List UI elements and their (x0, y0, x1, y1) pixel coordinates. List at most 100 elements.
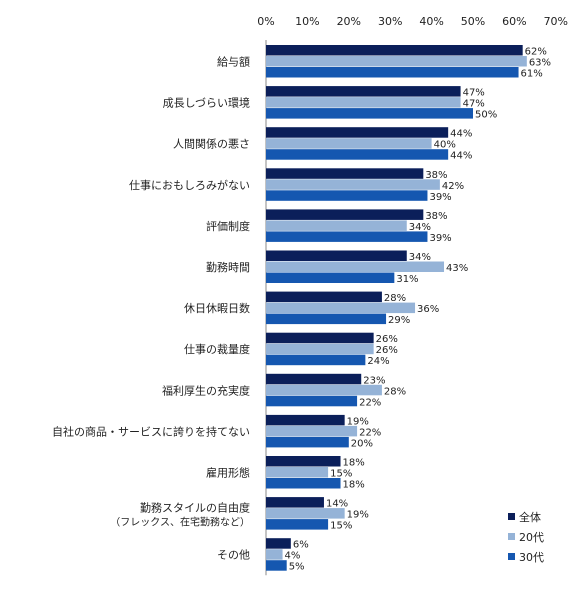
x-tick-label: 10% (295, 15, 319, 28)
legend-swatch (508, 533, 515, 540)
bar (266, 549, 283, 560)
bar (266, 231, 428, 242)
bar (266, 519, 329, 530)
data-label: 22% (359, 427, 381, 438)
bar (266, 354, 366, 366)
data-label: 38% (425, 170, 447, 181)
data-label: 24% (367, 356, 389, 367)
data-label: 44% (450, 129, 472, 140)
data-label: 26% (376, 345, 398, 356)
bar (266, 291, 382, 303)
x-axis-ticks: 0% 10% 20% 30% 40% 50% 60% 70% (257, 15, 568, 28)
bar (266, 395, 358, 407)
data-label: 34% (409, 252, 431, 263)
category-label: 仕事におもしろみがない (129, 178, 250, 192)
bar (266, 97, 461, 108)
x-tick-label: 30% (378, 15, 402, 28)
legend-label: 20代 (519, 531, 544, 544)
category-label: 成長しづらい環境 (163, 96, 250, 110)
x-tick-label: 40% (419, 15, 443, 28)
bar (266, 220, 407, 231)
bar (266, 560, 287, 571)
category-label: 勤務時間 (206, 260, 250, 274)
bar (266, 108, 473, 119)
data-label: 19% (347, 510, 369, 521)
data-label: 34% (409, 222, 431, 233)
legend-label: 全体 (519, 510, 541, 524)
data-label: 26% (376, 334, 398, 345)
category-label: 休日休暇日数 (184, 302, 250, 315)
category-labels: 給与額成長しづらい環境人間関係の悪さ仕事におもしろみがない評価制度勤務時間休日休… (52, 55, 250, 562)
bar (266, 467, 329, 478)
data-label: 47% (463, 99, 485, 110)
data-label: 63% (529, 58, 551, 69)
data-label: 42% (442, 181, 464, 192)
data-label: 18% (343, 458, 365, 469)
data-label: 44% (450, 151, 472, 162)
data-label: 47% (463, 88, 485, 99)
bar (266, 168, 424, 179)
data-labels: 62%63%61%47%47%50%44%40%44%38%42%39%38%3… (285, 47, 551, 573)
bar (266, 45, 523, 56)
bar (266, 373, 362, 385)
bar (266, 67, 519, 78)
category-label: 雇用形態 (206, 466, 250, 480)
data-label: 14% (326, 499, 348, 510)
category-label: その他 (217, 549, 250, 562)
category-label: 福利厚生の充実度 (162, 383, 250, 397)
legend-swatch (508, 513, 515, 520)
bar (266, 138, 432, 149)
category-label: 人間関係の悪さ (173, 138, 250, 151)
bar (266, 56, 527, 67)
legend-label: 30代 (519, 551, 544, 564)
legend: 全体 20代 30代 (508, 510, 544, 564)
bar (266, 86, 461, 97)
x-tick-label: 50% (461, 15, 485, 28)
data-label: 38% (425, 211, 447, 222)
data-label: 15% (330, 521, 352, 532)
category-label: 自社の商品・サービスに誇りを持てない (52, 424, 250, 438)
bar (266, 209, 424, 220)
data-label: 39% (429, 192, 451, 203)
bar (266, 190, 428, 201)
bar (266, 179, 440, 190)
bar (266, 425, 358, 437)
bar (266, 508, 345, 519)
data-label: 19% (347, 416, 369, 427)
data-label: 23% (363, 375, 385, 386)
bar (266, 261, 445, 272)
data-label: 15% (330, 469, 352, 480)
bar (266, 250, 407, 261)
bar (266, 302, 416, 314)
data-label: 50% (475, 110, 497, 121)
data-label: 18% (343, 480, 365, 491)
category-sublabel: （フレックス、在宅勤務など） (110, 516, 250, 529)
x-tick-label: 70% (544, 15, 568, 28)
data-label: 39% (429, 233, 451, 244)
data-label: 61% (521, 69, 543, 80)
bar (266, 343, 374, 355)
data-label: 20% (351, 438, 373, 449)
data-label: 31% (396, 274, 418, 285)
data-label: 4% (285, 551, 301, 562)
bar (266, 414, 345, 426)
legend-swatch (508, 553, 515, 560)
bar (266, 456, 341, 467)
data-label: 29% (388, 315, 410, 326)
data-label: 28% (384, 293, 406, 304)
bar (266, 384, 382, 396)
data-label: 6% (293, 540, 309, 551)
bar (266, 332, 374, 344)
bar (266, 127, 449, 138)
data-label: 5% (289, 562, 305, 573)
category-label: 勤務スタイルの自由度 (140, 501, 250, 515)
data-label: 40% (434, 140, 456, 151)
data-label: 22% (359, 397, 381, 408)
bar (266, 436, 349, 448)
bar (266, 313, 387, 325)
bar (266, 538, 291, 549)
bar (266, 149, 449, 160)
category-label: 仕事の裁量度 (184, 342, 250, 356)
category-label: 評価制度 (206, 219, 250, 233)
